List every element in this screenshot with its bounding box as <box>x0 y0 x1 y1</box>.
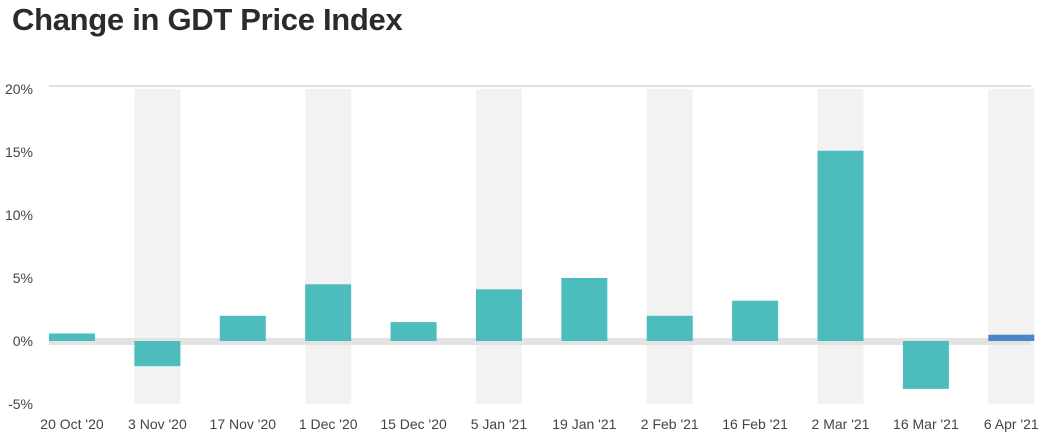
chart-title: Change in GDT Price Index <box>12 2 403 37</box>
category-band <box>475 89 522 404</box>
x-tick-label: 6 Apr '21 <box>984 416 1039 432</box>
x-tick-label: 2 Mar '21 <box>812 416 870 432</box>
reference-lines <box>49 85 1031 345</box>
y-axis: 20% 15% 10% 5% 0% -5% <box>5 81 33 412</box>
bar[interactable] <box>134 341 181 367</box>
x-tick-label: 17 Nov '20 <box>210 416 277 432</box>
x-axis: 20 Oct '20 3 Nov '20 17 Nov '20 1 Dec '20 15… <box>40 416 1039 432</box>
bar[interactable] <box>475 289 522 341</box>
y-tick-label: -5% <box>8 396 33 412</box>
y-tick-label: 15% <box>5 144 33 160</box>
bar[interactable] <box>561 278 608 341</box>
bar[interactable] <box>49 333 95 341</box>
bar[interactable] <box>646 315 693 341</box>
bar[interactable] <box>988 334 1035 341</box>
category-band <box>305 89 352 404</box>
bar[interactable] <box>902 341 949 389</box>
x-tick-label: 16 Feb '21 <box>722 416 788 432</box>
y-tick-label: 20% <box>5 81 33 97</box>
bar[interactable] <box>732 300 779 341</box>
category-band <box>988 89 1035 404</box>
x-tick-label: 19 Jan '21 <box>552 416 616 432</box>
x-tick-label: 2 Feb '21 <box>641 416 699 432</box>
x-tick-label: 16 Mar '21 <box>893 416 959 432</box>
category-bands <box>134 89 1035 404</box>
category-band <box>646 89 693 404</box>
bar[interactable] <box>305 284 352 341</box>
x-tick-label: 5 Jan '21 <box>471 416 528 432</box>
y-tick-label: 0% <box>13 333 33 349</box>
x-tick-label: 15 Dec '20 <box>380 416 447 432</box>
x-tick-label: 3 Nov '20 <box>128 416 187 432</box>
zero-line <box>49 338 1031 345</box>
bar[interactable] <box>817 150 864 341</box>
bar[interactable] <box>390 322 437 341</box>
bars <box>49 150 1035 389</box>
x-tick-label: 1 Dec '20 <box>299 416 358 432</box>
y-tick-label: 5% <box>13 270 33 286</box>
x-tick-label: 20 Oct '20 <box>40 416 104 432</box>
y-tick-label: 10% <box>5 207 33 223</box>
bar[interactable] <box>219 315 266 341</box>
